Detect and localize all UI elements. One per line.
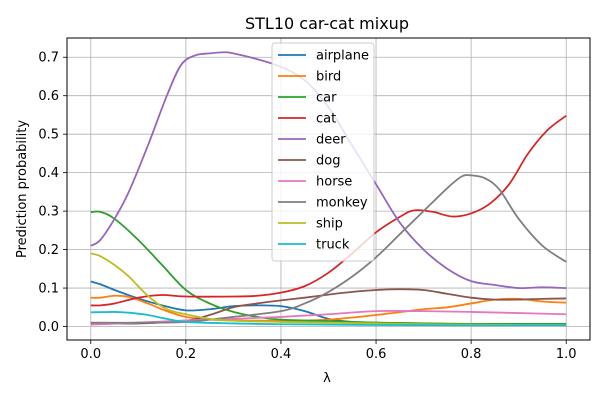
legend-label-monkey: monkey bbox=[316, 196, 368, 211]
x-tick-label: 0.4 bbox=[271, 347, 292, 362]
y-tick-label: 0.2 bbox=[38, 243, 59, 258]
y-axis-label: Prediction probability bbox=[15, 120, 30, 258]
y-tick-label: 0.5 bbox=[38, 128, 59, 143]
legend-label-airplane: airplane bbox=[316, 49, 369, 64]
legend-label-cat: cat bbox=[316, 112, 336, 127]
series-line-monkey bbox=[90, 174, 567, 324]
x-axis-ticks: 0.0 0.2 0.4 0.6 0.8 1.0 bbox=[80, 340, 577, 362]
x-tick-label: 0.6 bbox=[366, 347, 387, 362]
series-line-truck bbox=[90, 311, 567, 327]
y-tick-label: 0.1 bbox=[38, 282, 59, 297]
x-tick-label: 0.2 bbox=[176, 347, 197, 362]
legend-label-bird: bird bbox=[316, 70, 341, 85]
series-line-horse bbox=[90, 309, 567, 326]
y-tick-label: 0.7 bbox=[38, 51, 59, 66]
y-tick-label: 0.6 bbox=[38, 89, 59, 104]
legend: airplane bird car cat deer dog horse monkey ship… bbox=[271, 42, 375, 262]
y-axis-ticks: 0.0 0.1 0.2 0.3 0.4 0.5 0.6 0.7 bbox=[38, 51, 67, 335]
x-tick-label: 0.0 bbox=[80, 347, 101, 362]
legend-label-ship: ship bbox=[316, 217, 343, 232]
series-line-dog bbox=[90, 288, 567, 325]
y-tick-label: 0.0 bbox=[38, 320, 59, 335]
x-tick-label: 0.8 bbox=[461, 347, 482, 362]
legend-label-horse: horse bbox=[316, 175, 352, 190]
legend-label-deer: deer bbox=[316, 133, 346, 148]
legend-label-dog: dog bbox=[316, 154, 340, 169]
legend-label-car: car bbox=[316, 91, 337, 106]
x-tick-label: 1.0 bbox=[556, 347, 577, 362]
chart-title: STL10 car-cat mixup bbox=[245, 14, 409, 33]
plot-frame bbox=[66, 37, 591, 341]
y-tick-label: 0.4 bbox=[38, 166, 59, 181]
x-axis-label: λ bbox=[323, 371, 331, 386]
y-tick-label: 0.3 bbox=[38, 205, 59, 220]
legend-label-truck: truck bbox=[316, 238, 350, 253]
